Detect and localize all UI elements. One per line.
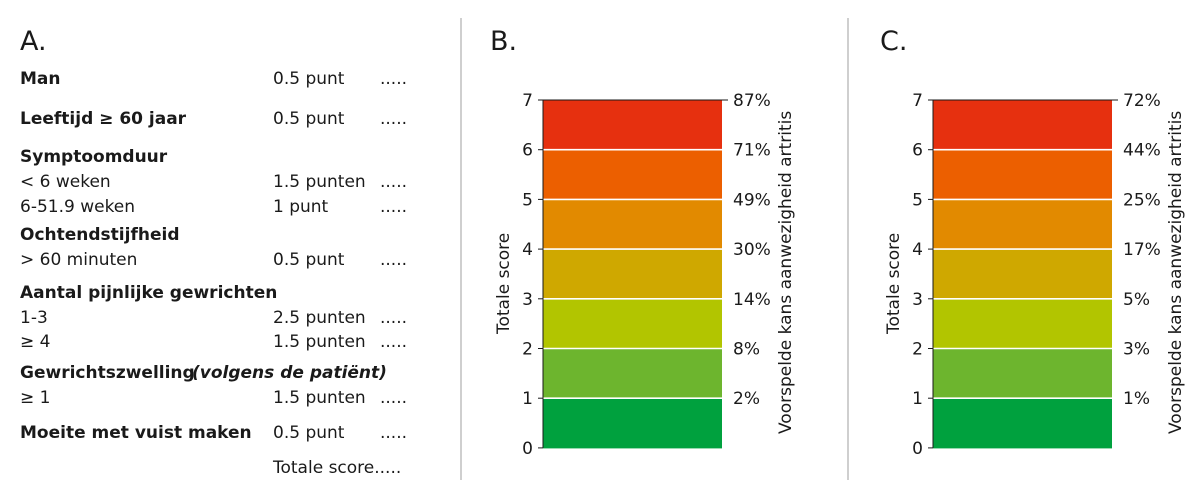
score-tick-label: 4: [912, 240, 923, 260]
scoring-row-points: 1.5 punten: [273, 388, 366, 408]
score-band: [933, 348, 1112, 399]
divider-ab: [460, 18, 462, 480]
panel-c-letter: C.: [880, 26, 908, 57]
score-band: [543, 249, 722, 300]
score-tick-label: 6: [522, 141, 533, 161]
score-tick-label: 1: [912, 389, 923, 409]
panel-a-scoring-table: A. Man 0.5 punt..... Leeftijd ≥ 60 jaar 0.5…: [0, 0, 440, 480]
panel-c-right-axis-label: Voorspelde kans aanwezigheid artritis: [1166, 110, 1186, 434]
scoring-row-label: > 60 minuten: [20, 250, 138, 270]
probability-label: 5%: [1123, 290, 1150, 310]
scoring-row-points: 0.5 punt: [273, 109, 345, 129]
scoring-row-blank: .....: [380, 388, 408, 408]
score-tick-label: 3: [522, 290, 533, 310]
scoring-row-label: Gewrichtszwelling: [20, 363, 195, 383]
scoring-row-label: Man: [20, 69, 61, 89]
probability-label: 71%: [733, 141, 771, 161]
probability-label: 17%: [1123, 240, 1161, 260]
scoring-row-label: 6-51.9 weken: [20, 197, 136, 217]
scoring-row-label: ≥ 4: [20, 332, 51, 352]
scoring-row-label: Ochtendstijfheid: [20, 225, 180, 245]
score-band: [933, 149, 1112, 200]
score-band: [543, 348, 722, 399]
scoring-row-label: Moeite met vuist maken: [20, 423, 252, 443]
probability-label: 44%: [1123, 141, 1161, 161]
scoring-row-blank: .....: [380, 250, 408, 270]
scoring-row-points: 1 punt: [273, 197, 329, 217]
panel-b-letter: B.: [490, 26, 518, 57]
scoring-row-blank: .....: [380, 197, 408, 217]
scoring-row-label: ≥ 1: [20, 388, 51, 408]
score-tick-label: 1: [522, 389, 533, 409]
scoring-row-points: 0.5 punt: [273, 423, 345, 443]
score-band: [933, 100, 1112, 151]
panel-a-letter: A.: [20, 26, 47, 57]
score-band: [543, 100, 722, 151]
scoring-row-qualifier: (volgens de patiënt): [192, 363, 387, 383]
probability-label: 25%: [1123, 190, 1161, 210]
scoring-row-blank: .....: [380, 172, 408, 192]
scoring-row-blank: .....: [380, 109, 408, 129]
score-band: [543, 298, 722, 349]
scoring-row-label: Aantal pijnlijke gewrichten: [20, 283, 278, 303]
panel-b-risk-scale: 0 1 2 3 4 5 6 7 2% 8% 14% 30% 49% 71% 87% B. Totale sc…: [480, 0, 820, 480]
probability-label: 14%: [733, 290, 771, 310]
panel-b-y-axis-label: Totale score: [494, 232, 514, 334]
probability-label: 8%: [733, 340, 760, 360]
score-band: [543, 199, 722, 250]
score-tick-label: 0: [522, 439, 533, 459]
panel-c-risk-scale: 0 1 2 3 4 5 6 7 1% 3% 5% 17% 25% 44% 72% C. Totale sco…: [870, 0, 1200, 480]
score-tick-label: 2: [522, 340, 533, 360]
panel-c-y-axis-label: Totale score: [884, 232, 904, 334]
score-tick-label: 6: [912, 141, 923, 161]
scoring-row-blank: .....: [380, 332, 408, 352]
score-tick-label: 4: [522, 240, 533, 260]
scoring-row-label: Symptoomduur: [20, 147, 168, 167]
scoring-row-blank: .....: [380, 423, 408, 443]
probability-label: 3%: [1123, 340, 1150, 360]
scoring-row-points: 2.5 punten: [273, 308, 366, 328]
probability-label: 2%: [733, 389, 760, 409]
score-band: [543, 398, 722, 449]
score-tick-label: 2: [912, 340, 923, 360]
probability-label: 30%: [733, 240, 771, 260]
score-tick-label: 7: [912, 91, 923, 111]
score-band: [933, 249, 1112, 300]
divider-bc: [847, 18, 849, 480]
probability-label: 87%: [733, 91, 771, 111]
scoring-row-points: 1.5 punten: [273, 172, 366, 192]
scoring-row-label: < 6 weken: [20, 172, 111, 192]
scoring-row-label: 1-3: [20, 308, 48, 328]
scoring-row-points: 0.5 punt: [273, 250, 345, 270]
scoring-row-points: 1.5 punten: [273, 332, 366, 352]
score-band: [933, 199, 1112, 250]
panel_b-scale-svg: 0 1 2 3 4 5 6 7 2% 8% 14% 30% 49% 71% 87%: [522, 91, 771, 459]
panel-b-right-axis-label: Voorspelde kans aanwezigheid artritis: [776, 110, 796, 434]
score-band: [543, 149, 722, 200]
score-band: [933, 298, 1112, 349]
scoring-row-points: 0.5 punt: [273, 69, 345, 89]
scoring-row-blank: .....: [380, 308, 408, 328]
score-tick-label: 3: [912, 290, 923, 310]
total-score-label: Totale score.....: [273, 458, 402, 478]
score-tick-label: 7: [522, 91, 533, 111]
scoring-row-label: Leeftijd ≥ 60 jaar: [20, 109, 187, 129]
scoring-row-blank: .....: [380, 69, 408, 89]
score-tick-label: 0: [912, 439, 923, 459]
score-band: [933, 398, 1112, 449]
probability-label: 72%: [1123, 91, 1161, 111]
score-tick-label: 5: [522, 190, 533, 210]
probability-label: 49%: [733, 190, 771, 210]
probability-label: 1%: [1123, 389, 1150, 409]
score-tick-label: 5: [912, 190, 923, 210]
panel_c-scale-svg: 0 1 2 3 4 5 6 7 1% 3% 5% 17% 25% 44% 72%: [912, 91, 1161, 459]
